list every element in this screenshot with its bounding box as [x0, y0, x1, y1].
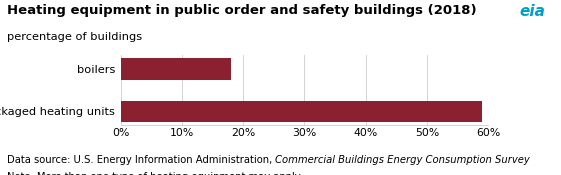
Text: Heating equipment in public order and safety buildings (2018): Heating equipment in public order and sa…: [7, 4, 476, 17]
Text: Note: More than one type of heating equipment may apply.: Note: More than one type of heating equi…: [7, 172, 302, 175]
Text: percentage of buildings: percentage of buildings: [7, 32, 142, 42]
Text: Commercial Buildings Energy Consumption Survey: Commercial Buildings Energy Consumption …: [275, 155, 530, 165]
Bar: [121, 101, 482, 122]
Bar: [121, 58, 231, 79]
Text: Data source: U.S. Energy Information Administration,: Data source: U.S. Energy Information Adm…: [7, 155, 275, 165]
Text: eia: eia: [519, 4, 545, 19]
